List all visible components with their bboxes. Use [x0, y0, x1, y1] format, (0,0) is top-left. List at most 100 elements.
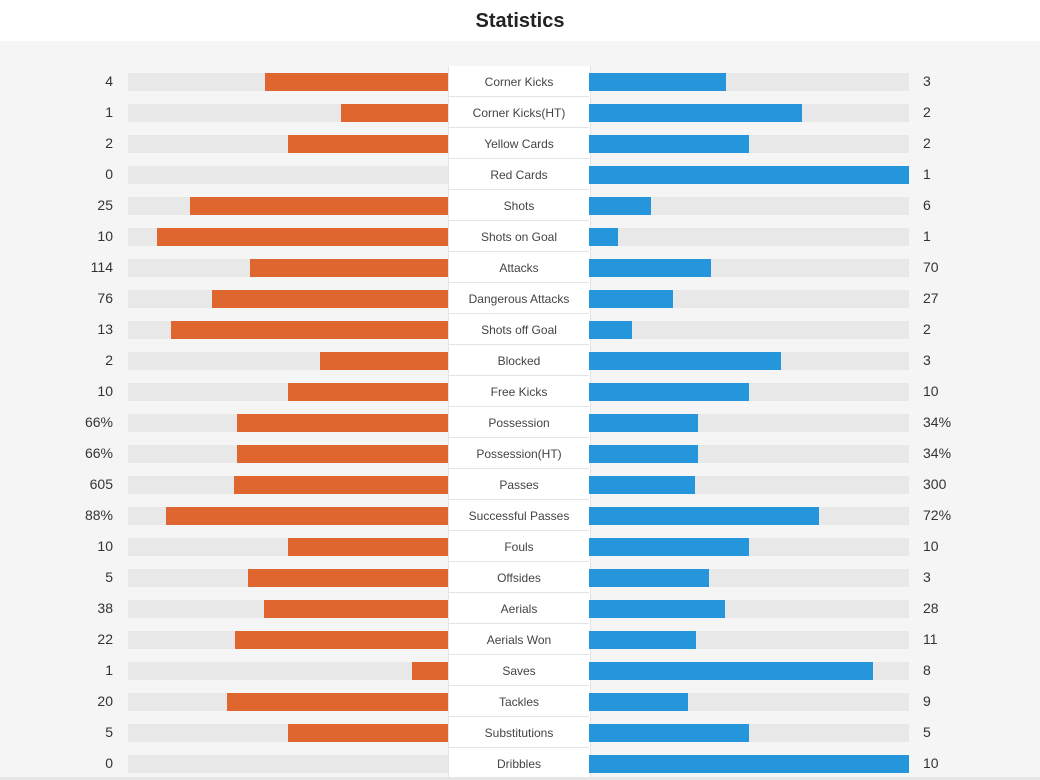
away-bar [589, 73, 726, 91]
away-value: 28 [923, 600, 939, 616]
away-value: 27 [923, 290, 939, 306]
stat-label: Substitutions [449, 717, 589, 748]
home-value: 1 [105, 662, 113, 678]
away-value: 9 [923, 693, 931, 709]
home-bar-track [128, 507, 448, 525]
away-bar [589, 259, 711, 277]
home-bar-track [128, 352, 448, 370]
home-value: 66% [84, 445, 113, 461]
away-value: 2 [923, 135, 931, 151]
away-bar-track [589, 631, 909, 649]
home-bar-track [128, 135, 448, 153]
home-bar-track [128, 724, 448, 742]
home-value: 0 [105, 755, 113, 771]
home-value: 10 [97, 228, 113, 244]
stat-label: Blocked [449, 345, 589, 376]
away-bar-track [589, 352, 909, 370]
home-bar [288, 135, 448, 153]
home-bar [237, 445, 448, 463]
home-value: 25 [97, 197, 113, 213]
away-bar [589, 569, 709, 587]
home-value: 605 [89, 476, 113, 492]
home-bar-track [128, 290, 448, 308]
home-bar [320, 352, 448, 370]
stat-row: 114 Attacks 70 [0, 252, 1040, 283]
stat-row: 5 Substitutions 5 [0, 717, 1040, 748]
home-bar-track [128, 166, 448, 184]
stat-label: Aerials [449, 593, 589, 624]
away-bar-track [589, 166, 909, 184]
away-bar-track [589, 569, 909, 587]
away-bar-track [589, 724, 909, 742]
stat-row: 25 Shots 6 [0, 190, 1040, 221]
away-value: 10 [923, 383, 939, 399]
away-bar [589, 228, 618, 246]
away-bar-track [589, 693, 909, 711]
stat-row: 4 Corner Kicks 3 [0, 66, 1040, 97]
away-bar-track [589, 104, 909, 122]
away-bar [589, 290, 673, 308]
home-bar [237, 414, 448, 432]
away-bar-track [589, 507, 909, 525]
home-value: 22 [97, 631, 113, 647]
stat-row: 10 Free Kicks 10 [0, 376, 1040, 407]
home-bar-track [128, 228, 448, 246]
away-value: 70 [923, 259, 939, 275]
stat-row: 88% Successful Passes 72% [0, 500, 1040, 531]
home-bar-track [128, 414, 448, 432]
away-bar [589, 197, 651, 215]
home-bar [288, 383, 448, 401]
away-value: 6 [923, 197, 931, 213]
home-bar [171, 321, 448, 339]
home-bar-track [128, 569, 448, 587]
home-bar-track [128, 693, 448, 711]
away-value: 72% [923, 507, 952, 523]
away-bar [589, 662, 873, 680]
away-bar [589, 507, 819, 525]
home-bar-track [128, 445, 448, 463]
home-value: 5 [105, 724, 113, 740]
away-bar [589, 631, 696, 649]
stat-row: 22 Aerials Won 11 [0, 624, 1040, 655]
stat-row: 605 Passes 300 [0, 469, 1040, 500]
away-bar [589, 445, 698, 463]
stat-label: Fouls [449, 531, 589, 562]
away-bar [589, 166, 909, 184]
home-bar [288, 724, 448, 742]
stat-label: Saves [449, 655, 589, 686]
stat-row: 38 Aerials 28 [0, 593, 1040, 624]
home-value: 2 [105, 352, 113, 368]
away-bar [589, 321, 632, 339]
away-bar [589, 693, 688, 711]
home-bar-track [128, 755, 448, 773]
away-value: 5 [923, 724, 931, 740]
home-bar-track [128, 321, 448, 339]
away-value: 11 [923, 631, 938, 647]
home-value: 76 [97, 290, 113, 306]
home-value: 2 [105, 135, 113, 151]
stat-row: 66% Possession 34% [0, 407, 1040, 438]
home-bar [190, 197, 448, 215]
home-value: 66% [84, 414, 113, 430]
home-bar [166, 507, 448, 525]
stat-row: 1 Corner Kicks(HT) 2 [0, 97, 1040, 128]
home-bar [250, 259, 448, 277]
away-value: 10 [923, 755, 939, 771]
stat-label: Red Cards [449, 159, 589, 190]
home-bar [212, 290, 448, 308]
away-bar-track [589, 259, 909, 277]
stat-label: Dangerous Attacks [449, 283, 589, 314]
stat-label: Shots on Goal [449, 221, 589, 252]
away-bar-track [589, 321, 909, 339]
away-bar [589, 383, 749, 401]
home-value: 88% [84, 507, 113, 523]
stat-label: Yellow Cards [449, 128, 589, 159]
away-bar [589, 104, 802, 122]
stat-row: 0 Red Cards 1 [0, 159, 1040, 190]
away-value: 34% [923, 445, 952, 461]
home-value: 13 [97, 321, 113, 337]
stat-row: 76 Dangerous Attacks 27 [0, 283, 1040, 314]
away-bar-track [589, 228, 909, 246]
away-bar-track [589, 445, 909, 463]
home-bar [157, 228, 448, 246]
